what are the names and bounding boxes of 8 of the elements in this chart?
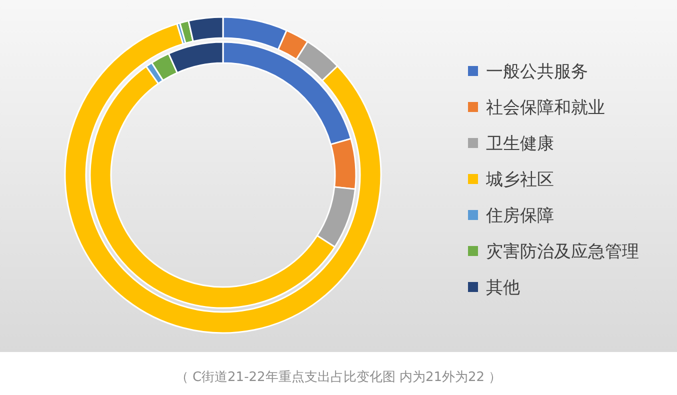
legend-label: 灾害防治及应急管理 [486, 242, 639, 262]
legend-label: 卫生健康 [486, 134, 554, 154]
legend-label: 其他 [486, 278, 520, 298]
legend-label: 一般公共服务 [486, 62, 588, 82]
legend-label: 社会保障和就业 [486, 98, 605, 118]
text: （ C街道21-22年重点支出占比变化图 内为21外为22 ） [175, 370, 502, 385]
legend-label: 住房保障 [485, 206, 554, 226]
legend-label: 城乡社区 [485, 170, 554, 190]
